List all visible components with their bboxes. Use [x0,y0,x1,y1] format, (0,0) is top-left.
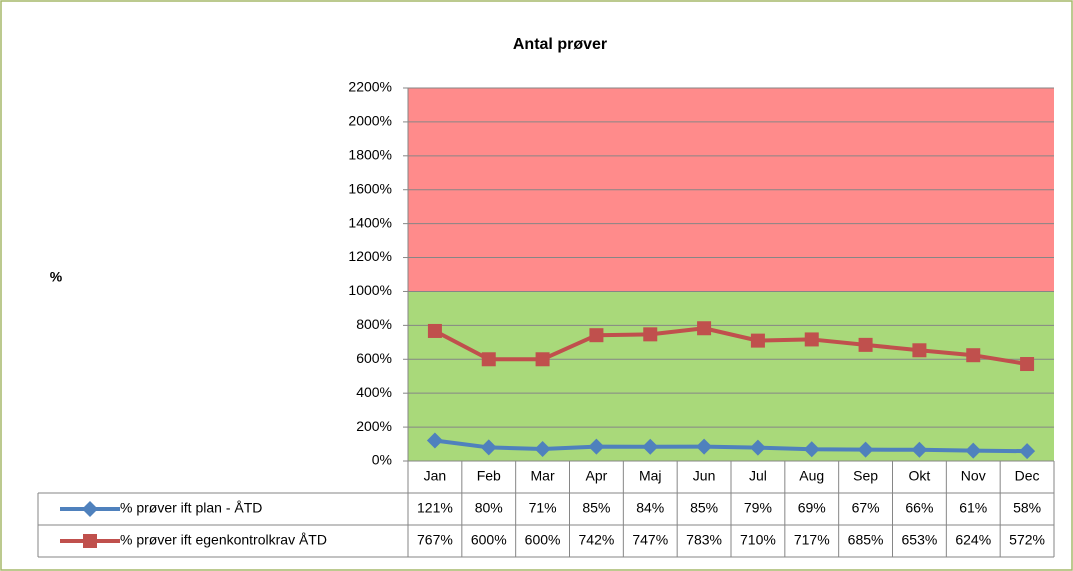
data-table-value: 121% [417,500,453,516]
data-table-value: 69% [798,500,826,516]
data-table-value: 58% [1013,500,1041,516]
y-tick-label: 1800% [348,147,392,163]
data-table-value: 710% [740,532,776,548]
marker [858,337,873,352]
marker [83,534,97,548]
marker [857,441,874,458]
marker [534,440,551,457]
data-table-value: 783% [686,532,722,548]
marker [750,333,765,348]
chart-title: Antal prøver [513,36,607,53]
marker [804,332,819,347]
y-tick-label: 1400% [348,214,392,230]
data-table-value: 742% [579,532,615,548]
data-table-value: 71% [529,500,557,516]
x-tick-label: Jun [693,468,716,484]
x-tick-label: Dec [1015,468,1040,484]
marker [911,441,928,458]
marker [535,352,550,367]
x-tick-label: Jan [424,468,447,484]
data-table-value: 66% [905,500,933,516]
marker [697,321,712,336]
data-table-value: 747% [632,532,668,548]
data-table-value: 84% [636,500,664,516]
marker [966,348,981,363]
data-table-value: 653% [902,532,938,548]
data-table-value: 67% [852,500,880,516]
background-band [408,291,1054,461]
legend-label: % prøver ift egenkontrolkrav ÅTD [120,532,327,548]
marker [803,441,820,458]
x-tick-label: Feb [477,468,501,484]
marker [642,438,659,455]
marker [426,432,443,449]
marker [1020,357,1035,372]
y-tick-label: 0% [372,452,392,468]
y-tick-label: 1200% [348,248,392,264]
y-tick-label: 200% [356,418,392,434]
data-table-value: 624% [955,532,991,548]
series-line [434,438,1028,454]
y-tick-label: 600% [356,350,392,366]
data-table-value: 85% [690,500,718,516]
data-table-value: 717% [794,532,830,548]
marker [912,343,927,358]
series-line [433,326,1028,366]
y-tick-label: 400% [356,384,392,400]
marker [965,442,982,459]
marker [82,501,98,517]
y-tick-label: 800% [356,316,392,332]
y-tick-label: 2200% [348,79,392,95]
legend-label: % prøver ift plan - ÅTD [120,500,262,516]
marker [749,439,766,456]
x-tick-label: Maj [639,468,662,484]
marker [643,327,658,342]
data-table-value: 572% [1009,532,1045,548]
marker [696,438,713,455]
x-tick-label: Apr [586,468,608,484]
data-table-value: 80% [475,500,503,516]
y-axis-label: % [50,269,63,285]
x-tick-label: Aug [799,468,824,484]
marker [427,323,442,338]
marker [589,328,604,343]
x-tick-label: Okt [909,468,931,484]
marker [480,439,497,456]
data-table-value: 61% [959,500,987,516]
x-tick-label: Mar [531,468,555,484]
y-tick-label: 1000% [348,282,392,298]
marker [1019,443,1036,460]
marker [588,438,605,455]
x-tick-label: Jul [749,468,767,484]
data-table-value: 600% [525,532,561,548]
data-table-value: 600% [471,532,507,548]
data-table-value: 85% [582,500,610,516]
x-tick-label: Nov [961,468,986,484]
x-tick-label: Sep [853,468,878,484]
y-tick-label: 2000% [348,113,392,129]
data-table-value: 79% [744,500,772,516]
data-table-value: 685% [848,532,884,548]
data-table-value: 767% [417,532,453,548]
y-tick-label: 1600% [348,180,392,196]
marker [481,352,496,367]
